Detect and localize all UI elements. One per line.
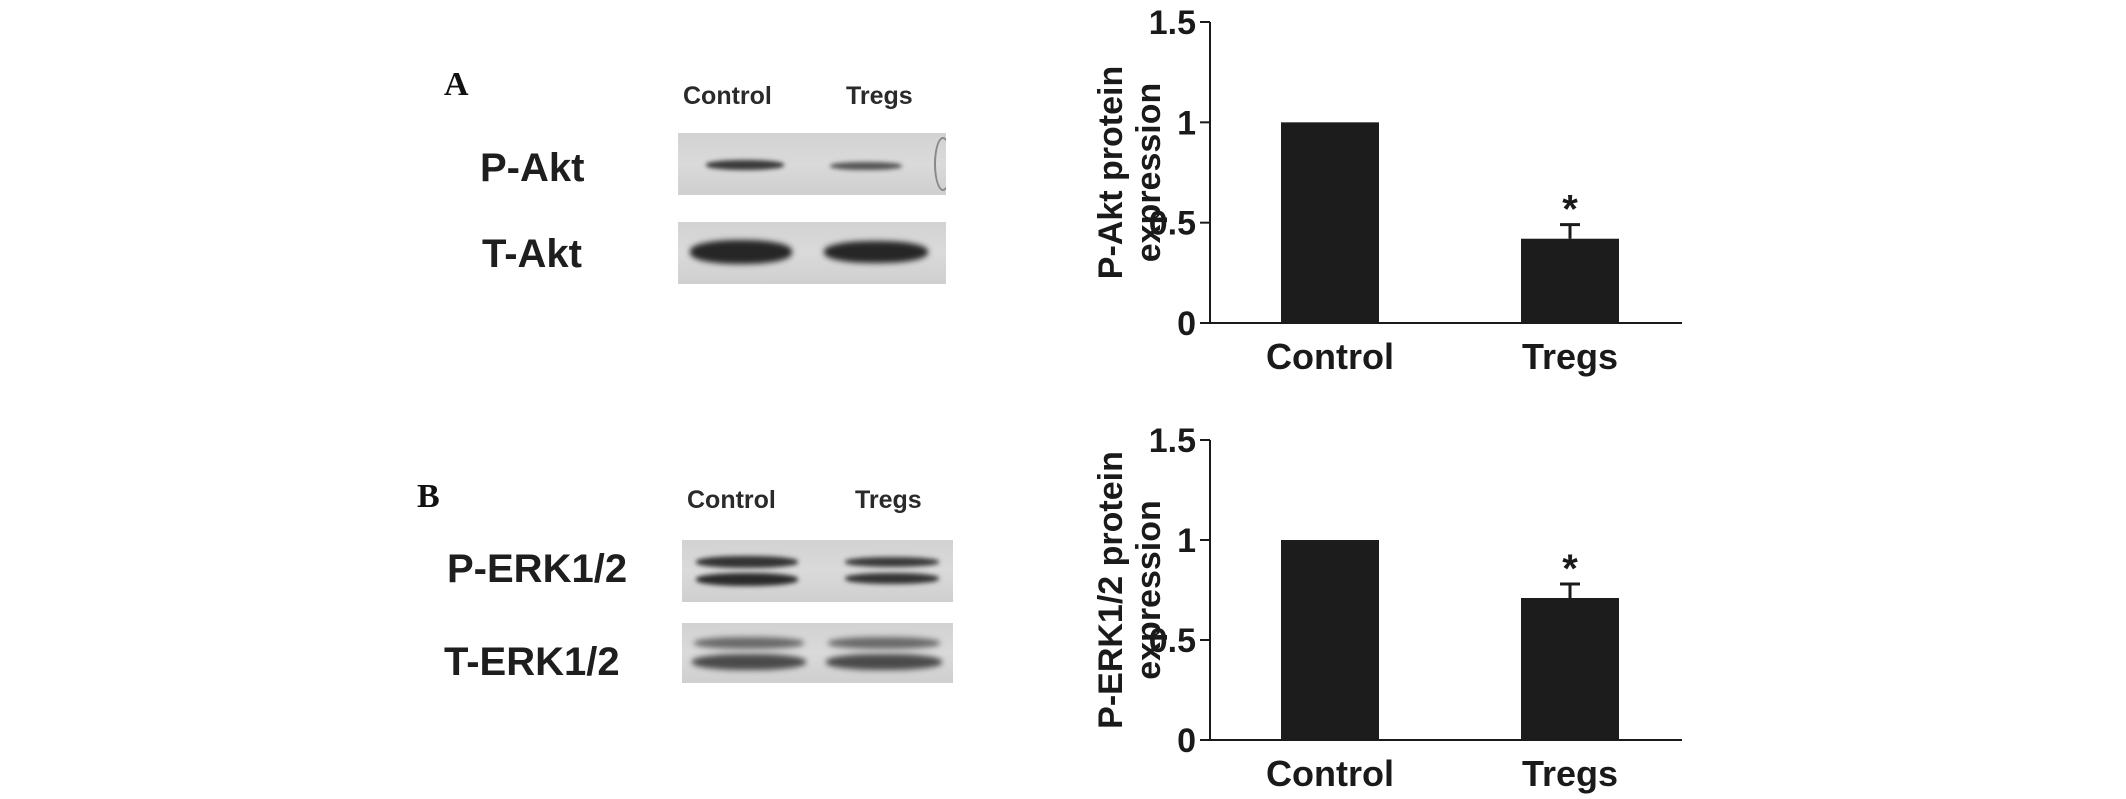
bar-chart-p-erk: 0 0.5 1 1.5 Control * Tregs P-ERK1/2 protein exp…: [1092, 422, 1682, 794]
lane-label-tregs-a: Tregs: [846, 82, 913, 110]
bar-control: [1281, 540, 1379, 740]
x-tick-label-tregs: Tregs: [1522, 753, 1618, 794]
y-axis-label-line-1: P-ERK1/2 protein: [1092, 451, 1130, 729]
bar-tregs: [1521, 238, 1619, 323]
y-tick-label: 0.5: [1149, 205, 1196, 243]
y-axis-label-line-1: P-Akt protein: [1092, 66, 1130, 279]
y-tick-label: 1.5: [1149, 422, 1196, 460]
lane-label-control-a: Control: [683, 82, 772, 110]
blot-image-t-erk: [682, 623, 953, 683]
y-tick-label: 1: [1177, 104, 1196, 142]
blot-image-t-akt: [678, 222, 946, 284]
y-tick-label: 0: [1177, 722, 1196, 760]
panel-letter-a: A: [444, 66, 469, 103]
blot-label-p-erk: P-ERK1/2: [447, 547, 628, 591]
y-tick-label: 0.5: [1149, 622, 1196, 660]
panel-letter-b: B: [417, 478, 440, 515]
blot-label-t-akt: T-Akt: [482, 232, 582, 276]
x-tick-label-control: Control: [1266, 336, 1394, 377]
y-axis-label-line-2: expression: [1130, 83, 1168, 263]
bar-chart-p-akt: 0 0.5 1 1.5 Control * Tregs P-Akt protein expres…: [1092, 4, 1682, 377]
y-tick-label: 0: [1177, 305, 1196, 343]
bar-tregs: [1521, 598, 1619, 740]
y-axis-label-line-2: expression: [1130, 500, 1168, 680]
significance-marker: *: [1562, 547, 1578, 591]
lane-label-tregs-b: Tregs: [855, 486, 922, 514]
lane-label-control-b: Control: [687, 486, 776, 514]
blot-image-p-erk: [682, 540, 953, 602]
bar-control: [1281, 122, 1379, 323]
blot-label-p-akt: P-Akt: [480, 146, 585, 190]
blot-label-t-erk: T-ERK1/2: [444, 640, 620, 684]
y-tick-label: 1: [1177, 522, 1196, 560]
y-tick-label: 1.5: [1149, 4, 1196, 42]
blot-image-p-akt: [678, 133, 946, 195]
x-tick-label-control: Control: [1266, 753, 1394, 794]
x-tick-label-tregs: Tregs: [1522, 336, 1618, 377]
significance-marker: *: [1562, 188, 1578, 232]
